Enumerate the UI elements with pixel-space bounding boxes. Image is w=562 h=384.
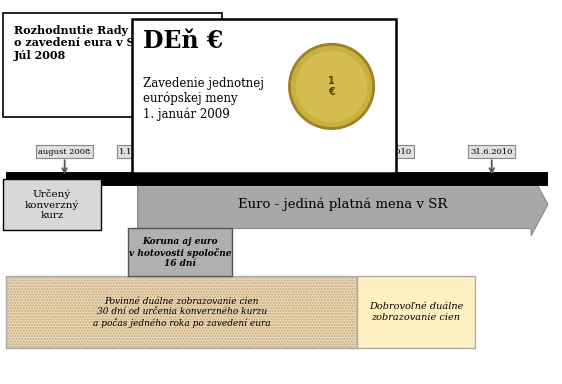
Text: Zavedenie jednotnej
európskej meny
1. január 2009: Zavedenie jednotnej európskej meny 1. ja…: [143, 77, 264, 121]
Text: 1.1.2009: 1.1.2009: [119, 147, 156, 156]
Text: 1
€: 1 €: [328, 76, 335, 97]
Text: Rozhodnutie Rady EÚ
o zavedení eura v SR
Júl 2008: Rozhodnutie Rady EÚ o zavedení eura v SR…: [14, 23, 150, 61]
Text: Koruna aj euro
v hotovosti spoločne
16 dní: Koruna aj euro v hotovosti spoločne 16 d…: [129, 237, 232, 268]
Ellipse shape: [296, 51, 368, 122]
FancyBboxPatch shape: [3, 179, 101, 230]
Text: 31.6.2010: 31.6.2010: [470, 147, 513, 156]
FancyBboxPatch shape: [128, 228, 232, 276]
Text: 1.1.2010: 1.1.2010: [375, 147, 412, 156]
Polygon shape: [138, 173, 548, 236]
Text: august 2008: august 2008: [38, 147, 91, 156]
Text: Dobrovoľné duálne
zobrazovanie cien: Dobrovoľné duálne zobrazovanie cien: [369, 302, 463, 322]
Ellipse shape: [289, 44, 374, 129]
FancyBboxPatch shape: [6, 276, 357, 348]
FancyBboxPatch shape: [132, 19, 396, 173]
Text: Euro - jediná platná mena v SR: Euro - jediná platná mena v SR: [238, 198, 447, 211]
Text: Určený
konverzný
kurz: Určený konverzný kurz: [25, 189, 79, 220]
Text: Povinné duálne zobrazovanie cien
30 dní od určenia konverzného kurzu
a počas jed: Povinné duálne zobrazovanie cien 30 dní …: [93, 296, 271, 328]
FancyBboxPatch shape: [357, 276, 475, 348]
Text: DEň €: DEň €: [143, 29, 224, 53]
FancyBboxPatch shape: [3, 13, 222, 117]
